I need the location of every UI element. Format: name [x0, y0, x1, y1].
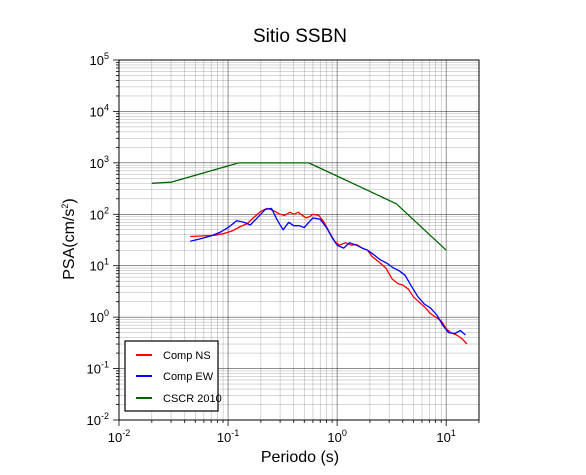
y-tick-label: 102 [90, 205, 109, 222]
y-tick-label: 104 [90, 102, 109, 119]
y-axis-label-close: ) [61, 198, 78, 203]
y-axis-label-main: PSA(cm/s [61, 209, 78, 280]
y-tick-label: 10-2 [87, 411, 109, 428]
x-tick-label: 10-1 [217, 428, 239, 445]
tick-labels: 10-2 10-1 100 101 105 104 103 102 101 100 10-1 10-2 [87, 51, 456, 445]
y-tick-label: 105 [90, 51, 109, 68]
chart-title: Sitio SSBN [253, 26, 347, 47]
series-line-cscr-2010 [151, 162, 447, 251]
y-tick-label: 10-1 [87, 360, 109, 377]
legend-label-cscr-2010: CSCR 2010 [163, 393, 222, 405]
x-axis-label: Periodo (s) [261, 449, 339, 466]
x-tick-label: 101 [436, 428, 455, 445]
y-axis-label-sup: 2 [60, 204, 70, 209]
y-axis-label: PSA(cm/s2) [60, 198, 78, 279]
legend: Comp NS Comp EW CSCR 2010 [124, 340, 222, 412]
series-lines [151, 162, 468, 345]
plot-frame [118, 59, 480, 421]
x-tick-label: 10-2 [108, 428, 130, 445]
y-tick-label: 101 [90, 257, 109, 274]
y-tick-label: 100 [90, 308, 109, 325]
x-tick-label: 100 [327, 428, 346, 445]
legend-label-comp-ns: Comp NS [163, 350, 211, 362]
series-line-comp-ns [190, 207, 468, 345]
y-tick-label: 103 [90, 154, 109, 171]
series-line-comp-ew [190, 207, 466, 336]
legend-label-comp-ew: Comp EW [163, 371, 214, 383]
tick-marks [113, 59, 480, 426]
